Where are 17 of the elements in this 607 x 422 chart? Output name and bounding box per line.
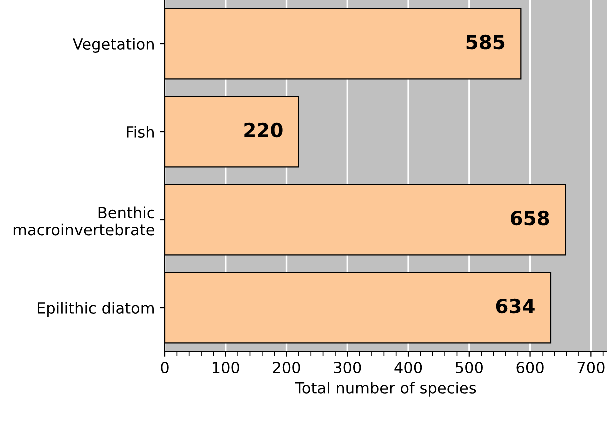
x-axis-title: Total number of species [295, 382, 476, 397]
x-tick-label: 600 [516, 362, 544, 374]
x-tick-label: 500 [456, 362, 483, 374]
x-tick-label: 200 [273, 362, 300, 374]
y-tick-label: Fish [127, 126, 154, 138]
data-label: 585 [466, 34, 505, 50]
y-tick-label: Benthic macroinvertebrate [14, 206, 154, 236]
x-tick-label: 700 [578, 362, 605, 374]
x-tick-label: 400 [394, 362, 422, 374]
x-tick-label: 100 [212, 362, 240, 374]
x-tick-label: 300 [334, 362, 362, 374]
data-label: 634 [496, 298, 535, 314]
data-label: 220 [244, 122, 283, 138]
y-tick-label: Vegetation [73, 38, 154, 53]
y-tick-label: Epilithic diatom [38, 302, 154, 317]
data-label: 658 [511, 210, 550, 226]
x-tick-label: 0 [161, 362, 169, 374]
